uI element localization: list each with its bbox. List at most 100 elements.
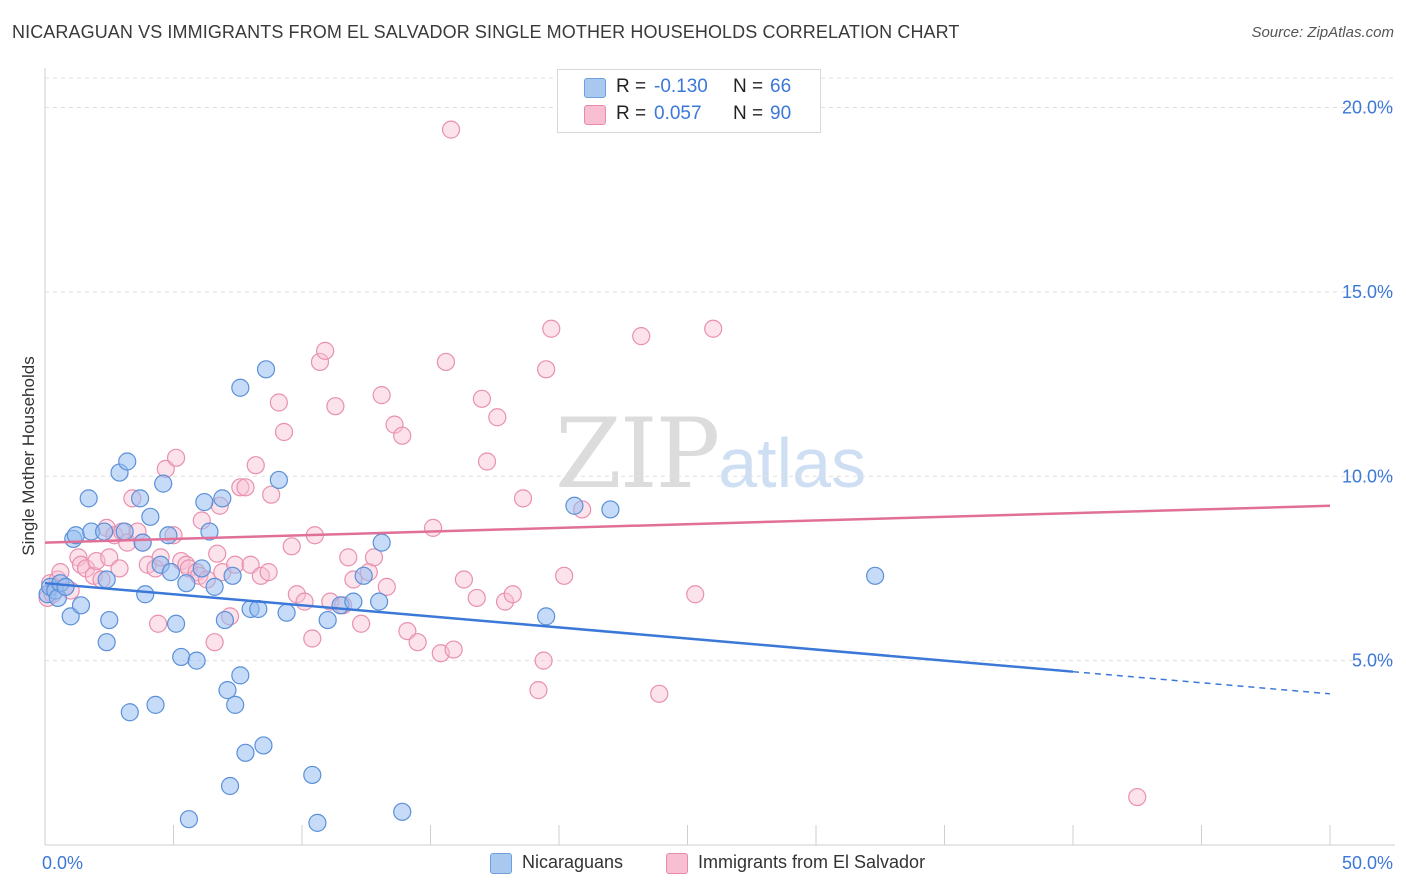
- el-salvador-point: [542, 319, 561, 338]
- el-salvador-point: [444, 640, 463, 659]
- el-salvador-point: [408, 633, 427, 652]
- el-salvador-point: [704, 319, 723, 338]
- nicaraguan-point: [303, 765, 322, 785]
- el-salvador-point: [231, 478, 250, 497]
- source-label: Source: ZipAtlas.com: [1251, 24, 1394, 41]
- x-tick-label: 0.0%: [42, 853, 83, 873]
- nicaraguan-trendline-extension: [1072, 670, 1331, 695]
- el-salvador-point: [454, 570, 474, 589]
- nicaraguan-point: [100, 610, 119, 630]
- el-salvador-point: [166, 448, 186, 467]
- el-salvador-point: [262, 485, 281, 504]
- nicaraguan-point: [141, 507, 160, 526]
- el-salvador-point: [303, 629, 322, 648]
- el-salvador-point: [295, 592, 314, 611]
- nicaraguan-point: [130, 489, 150, 508]
- nicaraguan-point: [97, 570, 116, 589]
- el-salvador-point: [259, 563, 278, 582]
- watermark-zip: ZIP: [555, 398, 720, 510]
- nicaraguan-point: [223, 566, 242, 585]
- nicaraguan-point: [205, 577, 224, 596]
- el-salvador-point: [364, 548, 384, 567]
- series-label-el-salvador: Immigrants from El Salvador: [698, 852, 926, 872]
- nicaraguan-point: [231, 378, 250, 397]
- el-salvador-point: [287, 585, 306, 604]
- el-salvador-point: [513, 489, 533, 508]
- el-salvador-point: [148, 614, 168, 633]
- el-salvador-point: [269, 393, 288, 412]
- el-salvador-point: [477, 452, 497, 471]
- nicaraguan-point: [146, 695, 165, 714]
- nicaraguan-point: [159, 526, 178, 545]
- nicaraguan-point: [71, 596, 91, 615]
- nicaraguan-point: [97, 633, 116, 652]
- nicaraguan-point: [161, 563, 181, 582]
- nicaraguan-point: [354, 566, 373, 585]
- el-salvador-point: [650, 684, 669, 703]
- el-salvador-point: [205, 633, 224, 652]
- el-salvador-point: [503, 585, 522, 604]
- el-salvador-point: [372, 386, 391, 405]
- el-salvador-point: [534, 651, 553, 670]
- nicaraguan-point: [236, 743, 255, 762]
- legend-n-value: 66: [770, 76, 792, 97]
- nicaraguan-point: [115, 522, 134, 541]
- el-salvador-point: [441, 120, 461, 139]
- nicaraguan-point: [220, 776, 240, 796]
- nicaraguan-point: [372, 533, 391, 552]
- el-salvador-point: [488, 408, 507, 427]
- nicaraguan-point: [393, 802, 412, 821]
- el-salvador-point: [236, 478, 255, 497]
- nicaraguan-point: [344, 592, 363, 611]
- nicaraguan-point: [136, 585, 155, 604]
- nicaraguan-point: [120, 703, 139, 722]
- el-salvador-point: [77, 559, 96, 578]
- nicaraguan-point: [254, 736, 273, 755]
- nicaraguan-point: [166, 614, 186, 633]
- legend-r-value: -0.130: [654, 76, 708, 97]
- legend-swatch-pink: [584, 105, 606, 125]
- el-salvador-point: [352, 614, 371, 633]
- nicaraguan-point: [200, 522, 219, 541]
- el-salvador-point: [316, 341, 335, 360]
- chart-title: NICARAGUAN VS IMMIGRANTS FROM EL SALVADO…: [12, 22, 960, 42]
- nicaraguan-point: [172, 647, 191, 667]
- nicaraguan-point: [318, 610, 337, 630]
- series-swatch-pink: [666, 853, 688, 874]
- nicaraguan-point: [866, 566, 885, 585]
- nicaraguan-point: [79, 489, 98, 508]
- el-salvador-point: [246, 456, 265, 475]
- watermark-atlas: atlas: [718, 424, 867, 502]
- el-salvador-point: [339, 548, 358, 567]
- nicaraguan-point: [192, 559, 211, 578]
- nicaraguan-point: [215, 610, 234, 630]
- el-salvador-point: [495, 592, 515, 611]
- el-salvador-point: [310, 352, 330, 372]
- el-salvador-point: [208, 544, 227, 563]
- legend-r-value: 0.057: [654, 103, 702, 124]
- el-salvador-point: [393, 426, 412, 445]
- el-salvador-point: [472, 389, 491, 408]
- legend-r-label: R =: [616, 103, 647, 124]
- nicaraguan-point: [308, 813, 327, 832]
- nicaraguan-point: [56, 577, 75, 596]
- nicaraguan-point: [154, 474, 173, 493]
- el-salvador-point: [326, 397, 345, 416]
- el-salvador-point: [632, 327, 651, 346]
- series-swatch-blue: [490, 853, 512, 874]
- legend-swatch-blue: [584, 78, 606, 98]
- legend-row-nicaraguans: R = -0.130 N = 66: [558, 74, 820, 102]
- nicaraguan-point: [269, 470, 288, 490]
- y-tick-label: 20.0%: [1342, 98, 1393, 118]
- nicaraguan-point: [195, 492, 214, 512]
- nicaraguan-point: [177, 574, 196, 593]
- nicaraguan-point: [95, 522, 114, 541]
- zipatlas-watermark: ZIPatlas: [555, 398, 866, 510]
- el-salvador-point: [686, 585, 705, 604]
- el-salvador-point: [282, 537, 301, 556]
- correlation-legend: R = -0.130 N = 66 R = 0.057 N = 90: [557, 69, 821, 133]
- y-tick-label: 5.0%: [1352, 651, 1393, 671]
- series-label-nicaraguans: Nicaraguans: [522, 852, 624, 872]
- el-salvador-point: [529, 681, 548, 700]
